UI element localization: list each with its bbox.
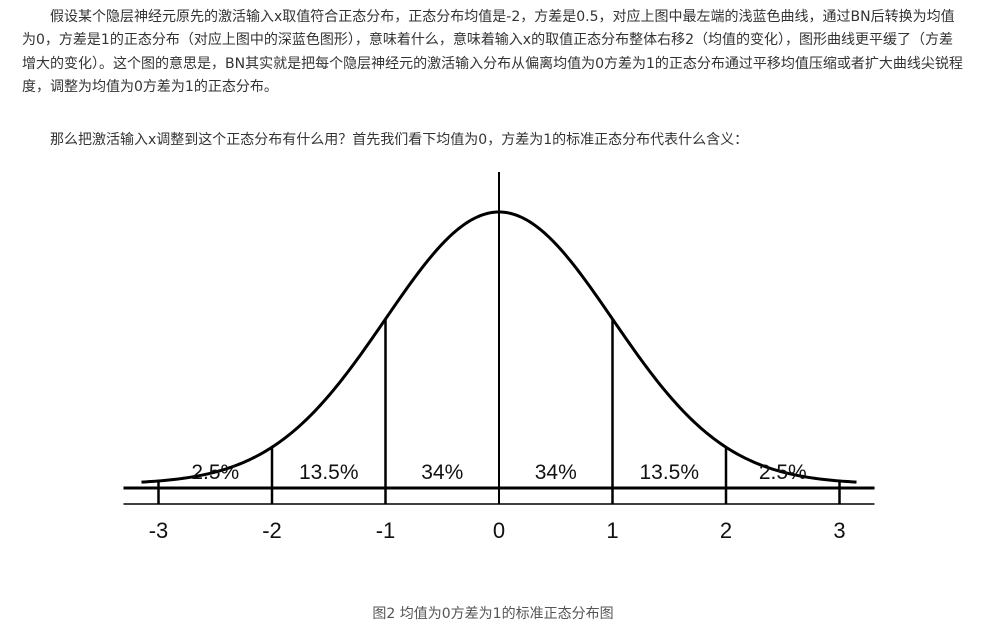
paragraph-bn-explanation: 假设某个隐层神经元原先的激活输入x取值符合正态分布，正态分布均值是-2，方差是0…	[22, 9, 963, 95]
x-tick-label: 2	[720, 518, 732, 543]
x-tick-label: 1	[606, 518, 618, 543]
segment-percent-label: 2.5%	[759, 461, 807, 484]
segment-percent-label: 2.5%	[191, 461, 239, 484]
normal-distribution-figure: 2.5% 13.5% 34% 34% 13.5% 2.5% -3 -2 -1 0 1 2 3	[0, 160, 986, 580]
normal-distribution-svg: 2.5% 13.5% 34% 34% 13.5% 2.5% -3 -2 -1 0 1 2 3	[123, 172, 875, 543]
figure-caption: 图2 均值为0方差为1的标准正态分布图	[372, 606, 614, 622]
segment-percent-label: 13.5%	[639, 461, 699, 484]
paragraph-question: 那么把激活输入x调整到这个正态分布有什么用？首先我们看下均值为0，方差为1的标准…	[50, 132, 749, 148]
x-tick-label: -1	[376, 518, 396, 543]
x-tick-label: 3	[833, 518, 845, 543]
segment-percent-label: 34%	[421, 461, 463, 484]
segment-percent-label: 34%	[535, 461, 577, 484]
x-tick-label: -2	[262, 518, 282, 543]
x-tick-label: -3	[149, 518, 169, 543]
segment-percent-label: 13.5%	[299, 461, 359, 484]
x-tick-label: 0	[493, 518, 505, 543]
